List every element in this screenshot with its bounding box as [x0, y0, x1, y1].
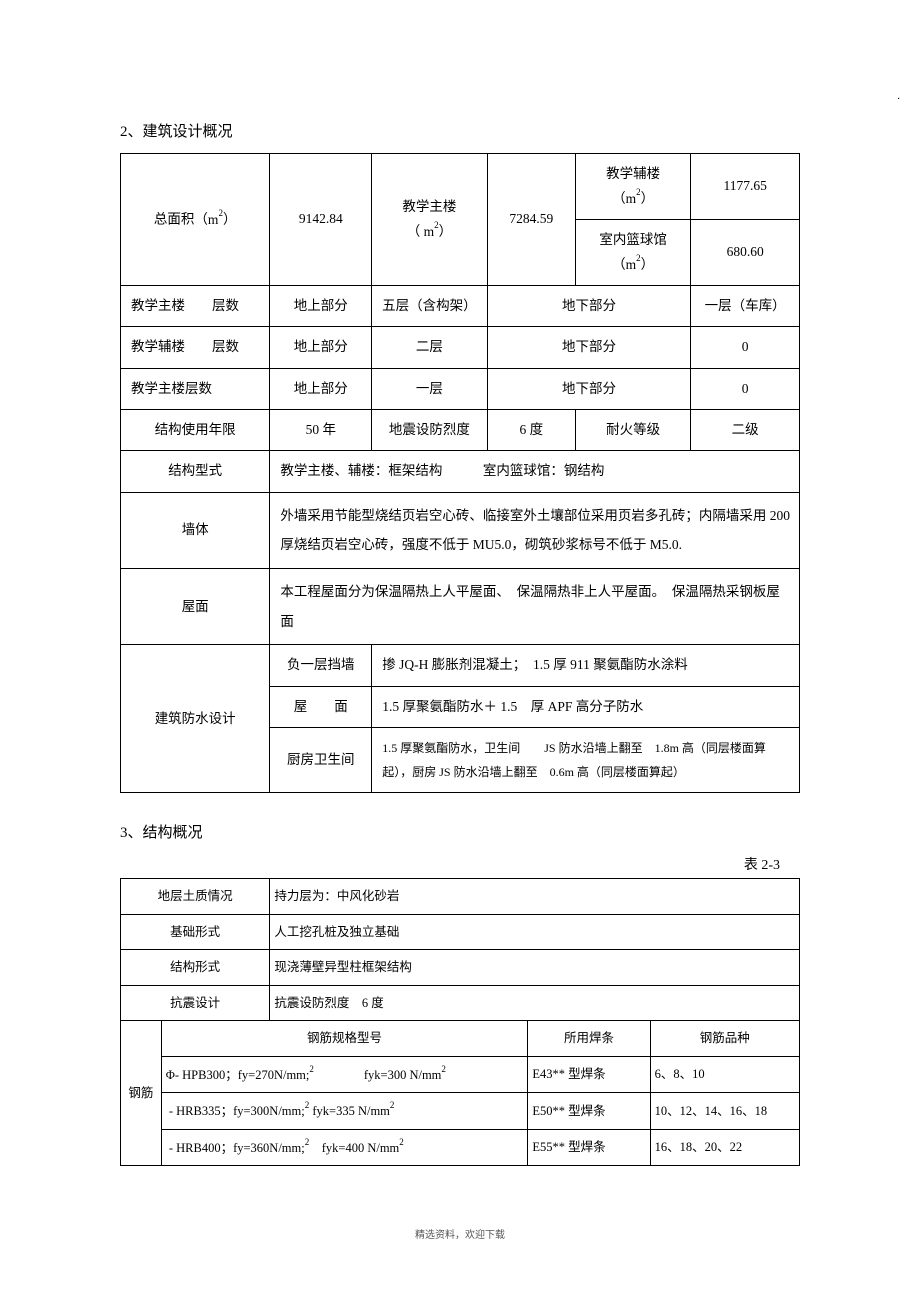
- cell-main2-above-label: 地上部分: [270, 368, 372, 409]
- cell-main2-below-label: 地下部分: [487, 368, 691, 409]
- cell-structure-label: 结构形式: [121, 950, 270, 986]
- cell-aux-building-value: 1177.65: [691, 154, 800, 220]
- cell-main2-below-value: 0: [691, 368, 800, 409]
- table-row: Φ- HPB300；fy=270N/mm;2 fyk=300 N/mm2 E43…: [121, 1056, 800, 1093]
- cell-aux-above-label: 地上部分: [270, 327, 372, 368]
- cell-r1-type: 6、8、10: [650, 1056, 799, 1093]
- cell-wp2-value: 1.5 厚聚氨酯防水＋ 1.5 厚 APF 高分子防水: [372, 686, 800, 727]
- cell-seismic-label: 地震设防烈度: [372, 410, 487, 451]
- section2-title: 2、建筑设计概况: [120, 120, 800, 141]
- table-row: 屋面 本工程屋面分为保温隔热上人平屋面、 保温隔热非上人平屋面。 保温隔热采钢板…: [121, 569, 800, 645]
- cell-waterproof-label: 建筑防水设计: [121, 645, 270, 793]
- cell-fire-label: 耐火等级: [575, 410, 690, 451]
- table-row: 基础形式 人工挖孔桩及独立基础: [121, 914, 800, 950]
- cell-r3-type: 16、18、20、22: [650, 1129, 799, 1166]
- cell-wall-label: 墙体: [121, 492, 270, 568]
- cell-r3-spec: - HRB400；fy=360N/mm;2 fyk=400 N/mm2: [161, 1129, 528, 1166]
- cell-life-value: 50 年: [270, 410, 372, 451]
- cell-gym-value: 680.60: [691, 220, 800, 286]
- table-label: 表 2-3: [120, 854, 800, 874]
- cell-roof-label: 屋面: [121, 569, 270, 645]
- cell-r2-type: 10、12、14、16、18: [650, 1093, 799, 1130]
- cell-col1-header: 钢筋规格型号: [161, 1021, 528, 1057]
- cell-foundation-value: 人工挖孔桩及独立基础: [270, 914, 800, 950]
- cell-foundation-label: 基础形式: [121, 914, 270, 950]
- cell-total-area-value: 9142.84: [270, 154, 372, 286]
- cell-soil-value: 持力层为：中风化砂岩: [270, 879, 800, 915]
- table-row: - HRB335；fy=300N/mm;2 fyk=335 N/mm2 E50*…: [121, 1093, 800, 1130]
- cell-wp1-label: 负一层挡墙: [270, 645, 372, 686]
- table-row: 结构形式 现浇薄壁异型柱框架结构: [121, 950, 800, 986]
- cell-r1-spec: Φ- HPB300；fy=270N/mm;2 fyk=300 N/mm2: [161, 1056, 528, 1093]
- cell-wp1-value: 掺 JQ-H 膨胀剂混凝土； 1.5 厚 911 聚氨酯防水涂料: [372, 645, 800, 686]
- table-row: 总面积（m） 总面积（m2） 9142.84 教学主楼（ m2） 7284.59…: [121, 154, 800, 220]
- cell-fire-value: 二级: [691, 410, 800, 451]
- cell-structure-type-value: 教学主楼、辅楼：框架结构 室内篮球馆：钢结构: [270, 451, 800, 492]
- cell-r2-spec: - HRB335；fy=300N/mm;2 fyk=335 N/mm2: [161, 1093, 528, 1130]
- table-structure-overview: 地层土质情况 持力层为：中风化砂岩 基础形式 人工挖孔桩及独立基础 结构形式 现…: [120, 878, 800, 1166]
- cell-col2-header: 所用焊条: [528, 1021, 650, 1057]
- footer-text: 精选资料，欢迎下载: [120, 1226, 800, 1241]
- table-row: 结构使用年限 50 年 地震设防烈度 6 度 耐火等级 二级: [121, 410, 800, 451]
- cell-main-building-value: 7284.59: [487, 154, 575, 286]
- table-row: 抗震设计 抗震设防烈度 6 度: [121, 985, 800, 1021]
- cell-life-label: 结构使用年限: [121, 410, 270, 451]
- cell-antiseismic-label: 抗震设计: [121, 985, 270, 1021]
- table-row: 结构型式 教学主楼、辅楼：框架结构 室内篮球馆：钢结构: [121, 451, 800, 492]
- cell-rebar-label: 钢筋: [121, 1021, 162, 1166]
- cell-main-below-label: 地下部分: [487, 286, 691, 327]
- table-design-overview: 总面积（m） 总面积（m2） 9142.84 教学主楼（ m2） 7284.59…: [120, 153, 800, 793]
- cell-main-above-value: 五层（含构架）: [372, 286, 487, 327]
- table-row: 教学辅楼 层数 地上部分 二层 地下部分 0: [121, 327, 800, 368]
- cell-seismic-value: 6 度: [487, 410, 575, 451]
- cell-col3-header: 钢筋品种: [650, 1021, 799, 1057]
- cell-gym-label: 室内篮球馆（m2）: [575, 220, 690, 286]
- cell-roof-value: 本工程屋面分为保温隔热上人平屋面、 保温隔热非上人平屋面。 保温隔热采钢板屋面: [270, 569, 800, 645]
- cell-wall-value: 外墙采用节能型烧结页岩空心砖、临接室外土壤部位采用页岩多孔砖；内隔墙采用 200…: [270, 492, 800, 568]
- cell-main-building-label: 教学主楼（ m2）: [372, 154, 487, 286]
- table-row: 建筑防水设计 负一层挡墙 掺 JQ-H 膨胀剂混凝土； 1.5 厚 911 聚氨…: [121, 645, 800, 686]
- table-row: 教学主楼层数 地上部分 一层 地下部分 0: [121, 368, 800, 409]
- cell-main2-floors-label: 教学主楼层数: [121, 368, 270, 409]
- cell-wp3-label: 厨房卫生间: [270, 728, 372, 793]
- cell-wp2-label: 屋 面: [270, 686, 372, 727]
- table-row: 地层土质情况 持力层为：中风化砂岩: [121, 879, 800, 915]
- cell-main2-above-value: 一层: [372, 368, 487, 409]
- table-row: 钢筋 钢筋规格型号 所用焊条 钢筋品种: [121, 1021, 800, 1057]
- cell-aux-below-value: 0: [691, 327, 800, 368]
- cell-r2-weld: E50** 型焊条: [528, 1093, 650, 1130]
- cell-main-floors-label: 教学主楼 层数: [121, 286, 270, 327]
- cell-aux-below-label: 地下部分: [487, 327, 691, 368]
- section3-title: 3、结构概况: [120, 821, 800, 842]
- cell-structure-value: 现浇薄壁异型柱框架结构: [270, 950, 800, 986]
- cell-total-area-label: 总面积（m） 总面积（m2）: [121, 154, 270, 286]
- cell-aux-building-label: 教学辅楼（m2）: [575, 154, 690, 220]
- cell-r1-weld: E43** 型焊条: [528, 1056, 650, 1093]
- cell-main-above-label: 地上部分: [270, 286, 372, 327]
- cell-wp3-value: 1.5 厚聚氨酯防水，卫生间 JS 防水沿墙上翻至 1.8m 高（同层楼面算起）…: [372, 728, 800, 793]
- cell-r3-weld: E55** 型焊条: [528, 1129, 650, 1166]
- table-row: - HRB400；fy=360N/mm;2 fyk=400 N/mm2 E55*…: [121, 1129, 800, 1166]
- table-row: 教学主楼 层数 地上部分 五层（含构架） 地下部分 一层（车库）: [121, 286, 800, 327]
- cell-antiseismic-value: 抗震设防烈度 6 度: [270, 985, 800, 1021]
- corner-mark: .: [897, 90, 900, 102]
- cell-structure-type-label: 结构型式: [121, 451, 270, 492]
- cell-main-below-value: 一层（车库）: [691, 286, 800, 327]
- cell-aux-above-value: 二层: [372, 327, 487, 368]
- table-row: 墙体 外墙采用节能型烧结页岩空心砖、临接室外土壤部位采用页岩多孔砖；内隔墙采用 …: [121, 492, 800, 568]
- cell-aux-floors-label: 教学辅楼 层数: [121, 327, 270, 368]
- cell-soil-label: 地层土质情况: [121, 879, 270, 915]
